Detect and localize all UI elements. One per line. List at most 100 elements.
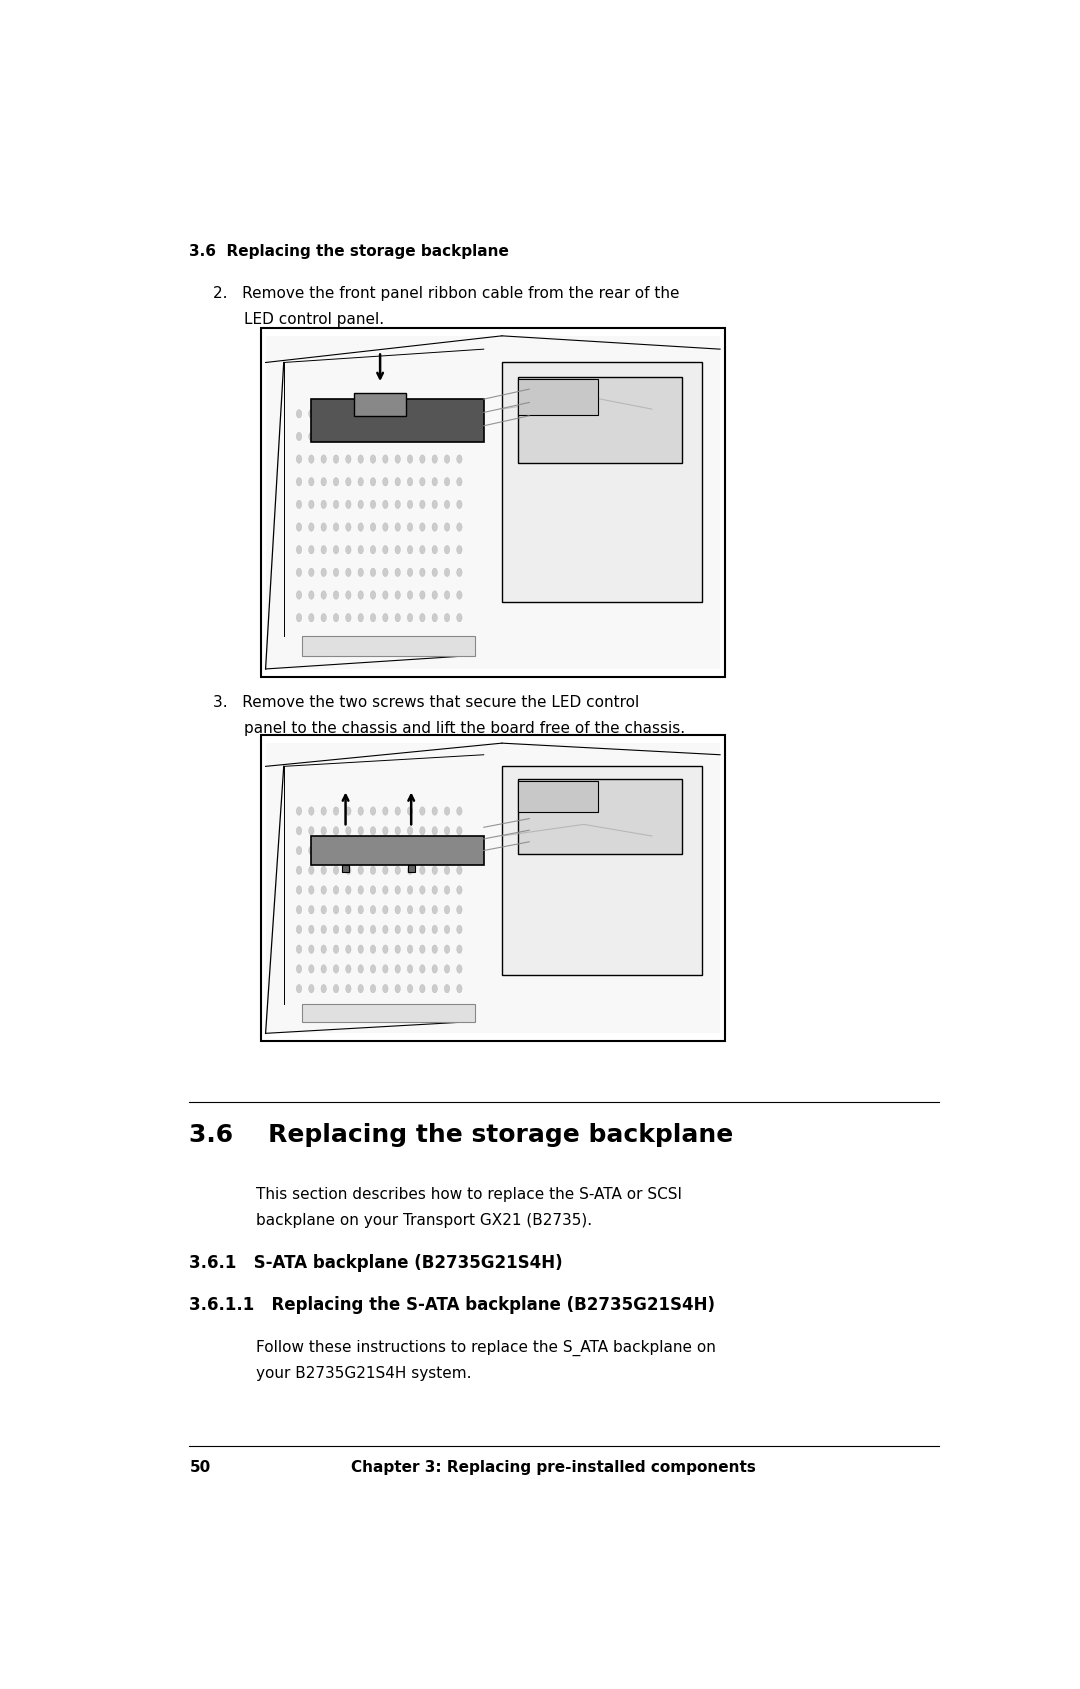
Circle shape bbox=[407, 569, 413, 578]
Circle shape bbox=[346, 432, 351, 441]
Circle shape bbox=[432, 846, 437, 855]
Circle shape bbox=[357, 502, 363, 510]
Circle shape bbox=[346, 546, 351, 554]
Circle shape bbox=[346, 502, 351, 510]
Circle shape bbox=[395, 502, 401, 510]
Circle shape bbox=[444, 846, 449, 855]
Circle shape bbox=[334, 502, 339, 510]
Text: 2.   Remove the front panel ribbon cable from the rear of the: 2. Remove the front panel ribbon cable f… bbox=[213, 285, 679, 301]
Circle shape bbox=[420, 524, 426, 532]
Circle shape bbox=[370, 964, 376, 973]
Circle shape bbox=[382, 591, 388, 600]
Circle shape bbox=[457, 926, 462, 934]
Circle shape bbox=[334, 432, 339, 441]
Circle shape bbox=[407, 926, 413, 934]
Circle shape bbox=[457, 591, 462, 600]
Circle shape bbox=[309, 502, 314, 510]
Circle shape bbox=[457, 546, 462, 554]
Circle shape bbox=[407, 615, 413, 623]
Bar bbox=[518, 782, 598, 812]
Circle shape bbox=[370, 887, 376, 895]
Circle shape bbox=[444, 546, 449, 554]
Circle shape bbox=[395, 478, 401, 486]
Circle shape bbox=[420, 410, 426, 419]
Circle shape bbox=[346, 478, 351, 486]
Circle shape bbox=[420, 432, 426, 441]
Bar bbox=[502, 363, 702, 603]
Circle shape bbox=[296, 926, 301, 934]
Circle shape bbox=[420, 887, 426, 895]
Circle shape bbox=[346, 887, 351, 895]
Circle shape bbox=[321, 964, 326, 973]
Circle shape bbox=[395, 615, 401, 623]
Circle shape bbox=[321, 828, 326, 836]
Circle shape bbox=[444, 591, 449, 600]
Bar bbox=[260, 736, 725, 1042]
Bar bbox=[502, 767, 702, 976]
Text: 3.6  Replacing the storage backplane: 3.6 Replacing the storage backplane bbox=[189, 245, 510, 260]
Circle shape bbox=[309, 905, 314, 914]
Circle shape bbox=[346, 615, 351, 623]
Circle shape bbox=[296, 432, 301, 441]
Circle shape bbox=[334, 569, 339, 578]
Circle shape bbox=[432, 410, 437, 419]
Circle shape bbox=[457, 569, 462, 578]
Circle shape bbox=[395, 591, 401, 600]
Circle shape bbox=[334, 866, 339, 875]
Circle shape bbox=[370, 807, 376, 816]
Circle shape bbox=[407, 546, 413, 554]
Circle shape bbox=[382, 964, 388, 973]
Circle shape bbox=[321, 615, 326, 623]
Circle shape bbox=[321, 807, 326, 816]
Text: Follow these instructions to replace the S_ATA backplane on: Follow these instructions to replace the… bbox=[256, 1339, 716, 1356]
Circle shape bbox=[432, 905, 437, 914]
Circle shape bbox=[407, 478, 413, 486]
Circle shape bbox=[432, 432, 437, 441]
Circle shape bbox=[444, 478, 449, 486]
Circle shape bbox=[370, 546, 376, 554]
Circle shape bbox=[382, 569, 388, 578]
Circle shape bbox=[444, 432, 449, 441]
Circle shape bbox=[346, 569, 351, 578]
Circle shape bbox=[420, 591, 426, 600]
Circle shape bbox=[309, 569, 314, 578]
Circle shape bbox=[395, 410, 401, 419]
Circle shape bbox=[432, 807, 437, 816]
Circle shape bbox=[334, 964, 339, 973]
Circle shape bbox=[309, 946, 314, 954]
Circle shape bbox=[407, 410, 413, 419]
Circle shape bbox=[457, 946, 462, 954]
Circle shape bbox=[407, 887, 413, 895]
Circle shape bbox=[296, 591, 301, 600]
Circle shape bbox=[357, 985, 363, 993]
Circle shape bbox=[321, 478, 326, 486]
Circle shape bbox=[457, 410, 462, 419]
Circle shape bbox=[309, 926, 314, 934]
Circle shape bbox=[395, 926, 401, 934]
Circle shape bbox=[357, 569, 363, 578]
Circle shape bbox=[444, 866, 449, 875]
Circle shape bbox=[444, 524, 449, 532]
Circle shape bbox=[395, 964, 401, 973]
Circle shape bbox=[296, 866, 301, 875]
Circle shape bbox=[346, 828, 351, 836]
Circle shape bbox=[432, 591, 437, 600]
Circle shape bbox=[357, 828, 363, 836]
Circle shape bbox=[432, 546, 437, 554]
Circle shape bbox=[407, 866, 413, 875]
Circle shape bbox=[357, 807, 363, 816]
Circle shape bbox=[420, 569, 426, 578]
Circle shape bbox=[420, 964, 426, 973]
Circle shape bbox=[432, 926, 437, 934]
Circle shape bbox=[296, 828, 301, 836]
Circle shape bbox=[334, 615, 339, 623]
Circle shape bbox=[357, 926, 363, 934]
Circle shape bbox=[346, 591, 351, 600]
Circle shape bbox=[395, 432, 401, 441]
Circle shape bbox=[321, 946, 326, 954]
Circle shape bbox=[407, 905, 413, 914]
Circle shape bbox=[296, 615, 301, 623]
Circle shape bbox=[346, 926, 351, 934]
Circle shape bbox=[395, 456, 401, 464]
Circle shape bbox=[457, 524, 462, 532]
